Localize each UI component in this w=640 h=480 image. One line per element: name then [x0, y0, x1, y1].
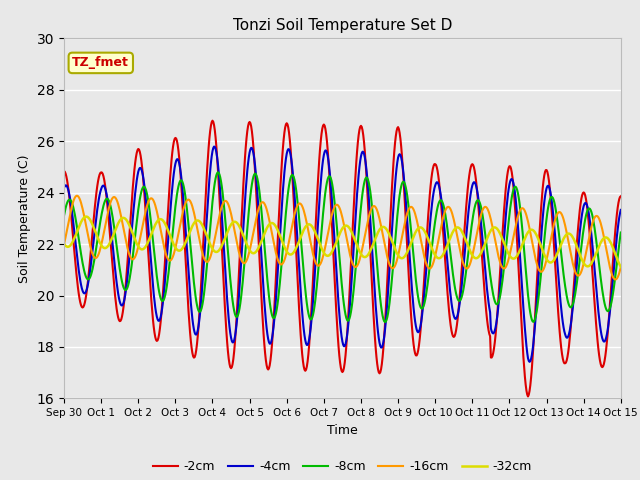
- -4cm: [182, 236, 190, 241]
- -2cm: [524, 394, 532, 399]
- -32cm: [60, 241, 68, 247]
- -32cm: [444, 241, 451, 247]
- -2cm: [617, 193, 625, 199]
- -32cm: [389, 240, 397, 246]
- -8cm: [617, 229, 625, 235]
- -2cm: [182, 269, 190, 275]
- -32cm: [617, 264, 625, 270]
- -16cm: [444, 204, 451, 210]
- -4cm: [525, 359, 533, 365]
- -8cm: [182, 200, 190, 205]
- Line: -8cm: -8cm: [64, 172, 621, 322]
- Y-axis label: Soil Temperature (C): Soil Temperature (C): [18, 154, 31, 283]
- -4cm: [60, 185, 68, 191]
- -16cm: [207, 252, 215, 258]
- Line: -16cm: -16cm: [64, 196, 621, 279]
- -32cm: [566, 231, 574, 237]
- -4cm: [444, 262, 451, 268]
- -2cm: [389, 172, 397, 178]
- Legend: -2cm, -4cm, -8cm, -16cm, -32cm: -2cm, -4cm, -8cm, -16cm, -32cm: [148, 455, 537, 478]
- -8cm: [445, 233, 452, 239]
- -16cm: [183, 197, 191, 203]
- -2cm: [335, 344, 342, 349]
- -8cm: [60, 213, 68, 218]
- -16cm: [74, 193, 81, 199]
- -8cm: [390, 259, 397, 264]
- -2cm: [60, 168, 68, 174]
- -8cm: [206, 225, 214, 230]
- -4cm: [206, 168, 214, 173]
- X-axis label: Time: Time: [327, 424, 358, 437]
- Line: -2cm: -2cm: [64, 120, 621, 396]
- -16cm: [612, 276, 620, 282]
- -8cm: [335, 244, 342, 250]
- -16cm: [335, 203, 342, 209]
- Title: Tonzi Soil Temperature Set D: Tonzi Soil Temperature Set D: [233, 18, 452, 33]
- Line: -4cm: -4cm: [64, 146, 621, 362]
- -16cm: [617, 264, 625, 270]
- -4cm: [617, 207, 625, 213]
- -16cm: [60, 241, 68, 247]
- -8cm: [214, 169, 221, 175]
- -16cm: [389, 265, 397, 271]
- -8cm: [568, 304, 575, 310]
- -4cm: [389, 215, 397, 221]
- -16cm: [566, 250, 574, 256]
- -2cm: [568, 318, 575, 324]
- -4cm: [210, 144, 218, 149]
- -2cm: [444, 291, 451, 297]
- Text: TZ_fmet: TZ_fmet: [72, 56, 129, 70]
- -32cm: [207, 243, 215, 249]
- -4cm: [335, 301, 342, 307]
- -32cm: [183, 236, 191, 242]
- -32cm: [335, 233, 342, 239]
- Line: -32cm: -32cm: [64, 216, 621, 267]
- -32cm: [83, 214, 90, 219]
- -4cm: [568, 318, 575, 324]
- -8cm: [381, 319, 388, 325]
- -2cm: [206, 128, 214, 134]
- -2cm: [209, 118, 216, 123]
